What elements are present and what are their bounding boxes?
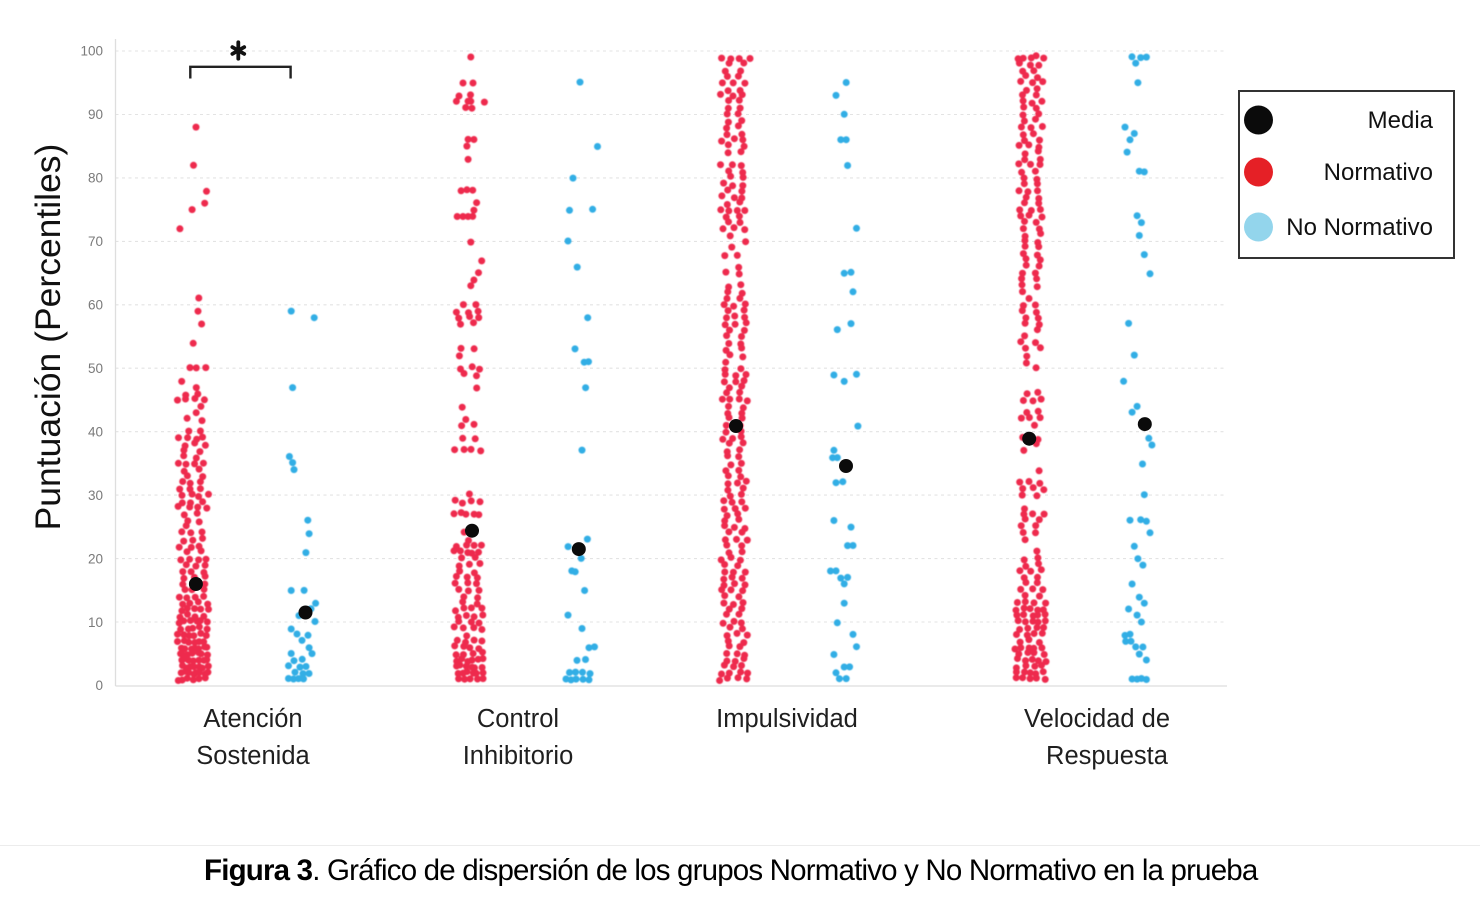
svg-text:0: 0 [95,678,103,693]
svg-text:Inhibitorio: Inhibitorio [463,742,574,770]
svg-text:Velocidad de: Velocidad de [1024,705,1170,733]
svg-text:20: 20 [88,551,103,566]
svg-text:80: 80 [88,171,103,186]
svg-text:Puntuación (Percentiles): Puntuación (Percentiles) [28,144,68,531]
svg-text:100: 100 [80,44,103,59]
svg-text:Figura 3. Gráfico de dispersió: Figura 3. Gráfico de dispersión de los g… [204,854,1259,887]
svg-text:Atención: Atención [203,705,302,733]
svg-text:Impulsividad: Impulsividad [716,705,858,733]
svg-text:Control: Control [477,705,559,733]
svg-text:10: 10 [88,615,103,630]
svg-text:50: 50 [88,361,103,376]
svg-text:30: 30 [88,488,103,503]
svg-text:90: 90 [88,107,103,122]
svg-text:Respuesta: Respuesta [1046,742,1169,770]
svg-text:Normativo: Normativo [1324,159,1433,186]
svg-text:Sostenida: Sostenida [196,742,310,770]
svg-text:No Normativo: No Normativo [1286,214,1433,241]
svg-text:60: 60 [88,298,103,313]
svg-text:70: 70 [88,234,103,249]
svg-text:40: 40 [88,424,103,439]
svg-text:Media: Media [1368,107,1434,134]
